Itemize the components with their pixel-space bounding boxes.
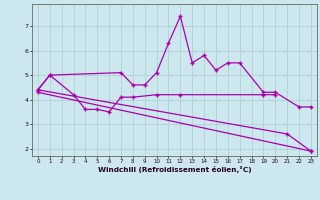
X-axis label: Windchill (Refroidissement éolien,°C): Windchill (Refroidissement éolien,°C)	[98, 166, 251, 173]
